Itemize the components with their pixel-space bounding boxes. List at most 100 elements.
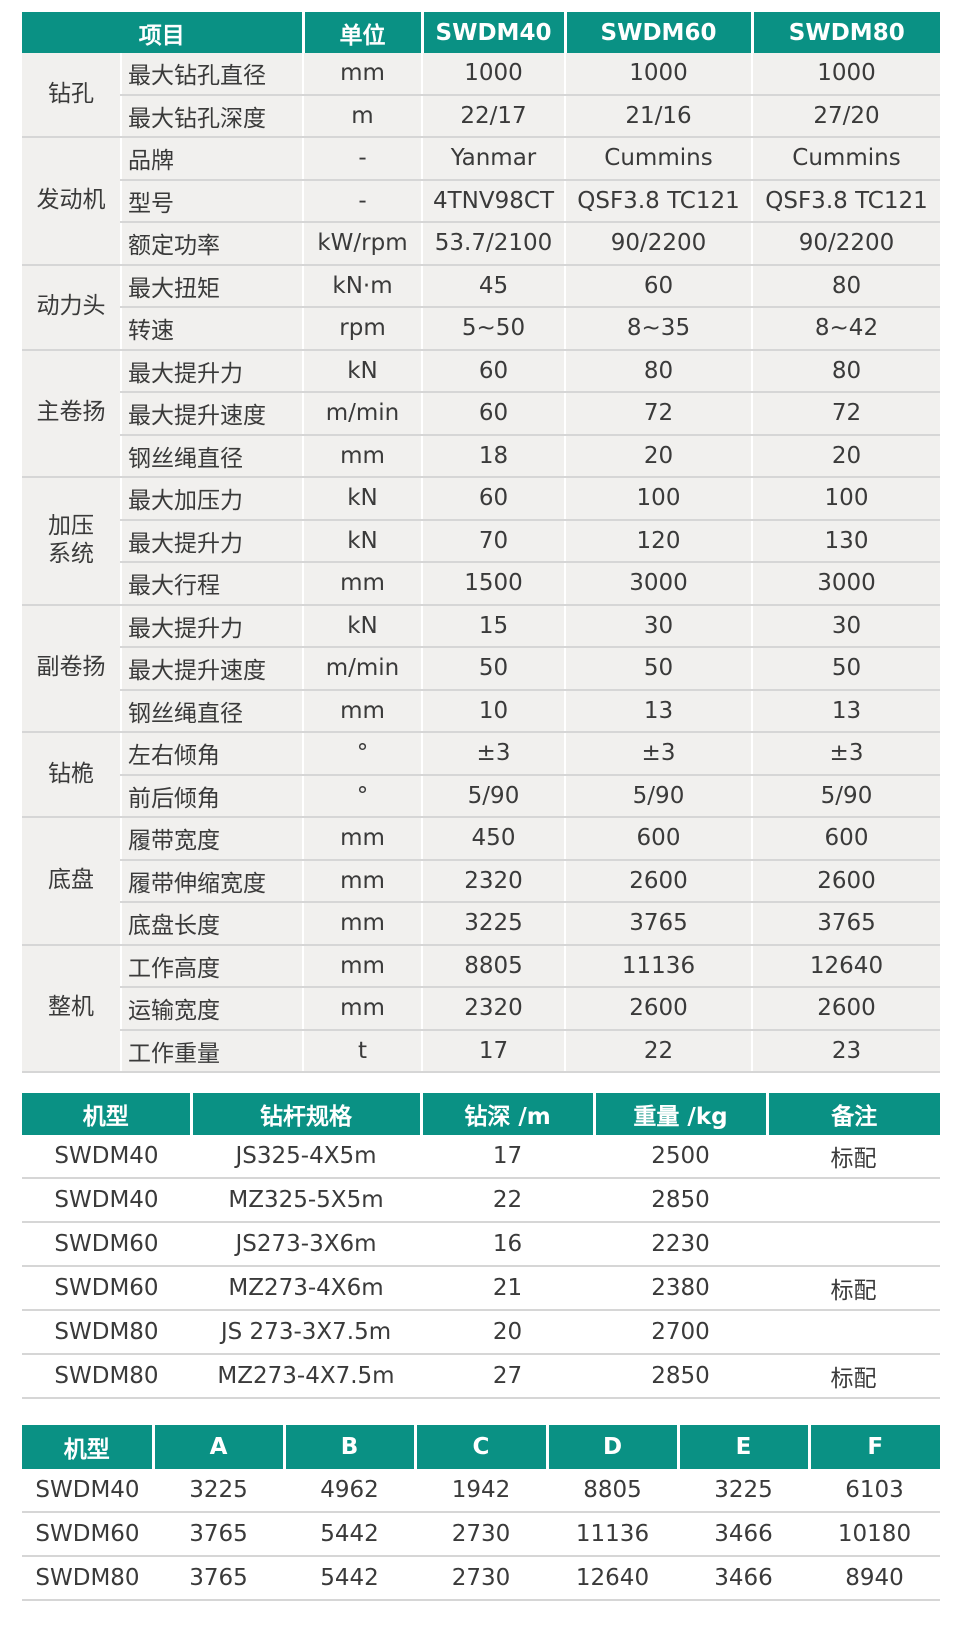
group-label: 整机 (22, 944, 121, 1073)
column-header: 机型 (22, 1093, 191, 1135)
table-cell: 钢丝绳直径 (120, 434, 303, 478)
table-cell: 11136 (547, 1512, 678, 1557)
table-cell: SWDM80 (22, 1556, 153, 1601)
table-cell: 72 (564, 392, 752, 436)
table-cell: 2320 (421, 859, 565, 903)
table-row: 整机 工作高度 mm 8805 11136 12640 (22, 944, 940, 1073)
table-row: SWDM60 3765 5442 2730 11136 3466 10180 (22, 1512, 940, 1557)
table-row: SWDM60 JS273-3X6m 16 2230 (22, 1222, 940, 1267)
table-row: 最大钻孔深度 m 22/17 21/16 27/20 (22, 94, 940, 138)
table-cell: 最大提升速度 (120, 392, 303, 436)
table-cell: 型号 (120, 179, 303, 223)
table-row: 运输宽度 mm 2320 2600 2600 (22, 987, 940, 1031)
table-row: 钢丝绳直径 mm 10 13 13 (22, 689, 940, 733)
dimension-table: 机型 A B C D E F SWDM40 3225 4962 1942 8805 3225 6103 SW… (22, 1425, 940, 1601)
table-cell: kN (302, 604, 422, 648)
column-header: SWDM60 (563, 12, 752, 53)
table-cell: MZ273-4X6m (191, 1266, 421, 1311)
table-row: SWDM40 3225 4962 1942 8805 3225 6103 (22, 1469, 940, 1513)
table-cell: 8805 (547, 1469, 678, 1513)
column-header: 机型 (22, 1425, 153, 1469)
table-row: 底盘长度 mm 3225 3765 3765 (22, 902, 940, 946)
table-cell (767, 1178, 940, 1223)
table-cell: SWDM60 (22, 1222, 191, 1267)
table-row: 钻桅 左右倾角 ° ±3 ±3 ±3 (22, 732, 940, 818)
table-cell: 标配 (767, 1354, 940, 1399)
table-cell: 53.7/2100 (421, 222, 565, 266)
table-cell: mm (302, 987, 422, 1031)
table-row: SWDM80 JS 273-3X7.5m 20 2700 (22, 1310, 940, 1355)
table-cell: - (302, 137, 422, 181)
table-cell: 100 (564, 477, 752, 521)
table-cell: m/min (302, 392, 422, 436)
table-cell: kN (302, 519, 422, 563)
table-row: 钻孔 最大钻孔直径 mm 1000 1000 1000 (22, 53, 940, 138)
table-cell: 4962 (284, 1469, 415, 1513)
table-row: SWDM80 MZ273-4X7.5m 27 2850 标配 (22, 1354, 940, 1399)
table-cell: 90/2200 (751, 222, 940, 266)
table-cell: 2600 (564, 987, 752, 1031)
group-label: 发动机 (22, 137, 121, 266)
table-cell: ±3 (421, 732, 565, 776)
table-row: 副卷扬 最大提升力 kN 15 30 30 (22, 604, 940, 733)
table-cell: mm (302, 434, 422, 478)
table-cell: 12640 (751, 944, 940, 988)
table-cell: mm (302, 53, 422, 96)
table-cell (767, 1310, 940, 1355)
table-cell: SWDM80 (22, 1354, 191, 1399)
table-cell: 运输宽度 (120, 987, 303, 1031)
table-row: 工作重量 t 17 22 23 (22, 1029, 940, 1073)
table-cell: 标配 (767, 1135, 940, 1179)
table-cell: Cummins (564, 137, 752, 181)
column-header: SWDM80 (750, 12, 940, 53)
column-header: 钻杆规格 (189, 1093, 421, 1135)
table-cell: 20 (564, 434, 752, 478)
table-cell: 2850 (594, 1178, 767, 1223)
table-cell: 前后倾角 (120, 774, 303, 818)
table-cell: 13 (751, 689, 940, 733)
table-cell: 50 (421, 647, 565, 691)
table-row: 发动机 品牌 - Yanmar Cummins Cummins (22, 137, 940, 266)
table-cell: QSF3.8 TC121 (751, 179, 940, 223)
table-cell: 底盘长度 (120, 902, 303, 946)
table-cell: ±3 (564, 732, 752, 776)
table-row: 最大提升力 kN 70 120 130 (22, 519, 940, 563)
table-cell: 3765 (564, 902, 752, 946)
table-cell: 2500 (594, 1135, 767, 1179)
table-cell: 21 (421, 1266, 594, 1311)
table-cell: ±3 (751, 732, 940, 776)
table-cell: 5~50 (421, 307, 565, 351)
table-cell: 3225 (153, 1469, 284, 1513)
table-cell: 50 (564, 647, 752, 691)
table-row: 钢丝绳直径 mm 18 20 20 (22, 434, 940, 478)
table-cell: 45 (421, 264, 565, 308)
table-cell: 600 (564, 817, 752, 861)
table-row: SWDM40 MZ325-5X5m 22 2850 (22, 1178, 940, 1223)
table-cell: mm (302, 562, 422, 606)
column-header: F (807, 1425, 940, 1469)
group-label: 副卷扬 (22, 604, 121, 733)
table-cell: QSF3.8 TC121 (564, 179, 752, 223)
table-cell: kN·m (302, 264, 422, 308)
table-cell: mm (302, 902, 422, 946)
table-cell: mm (302, 944, 422, 988)
table-cell: 最大提升力 (120, 604, 303, 648)
table-cell: 60 (421, 392, 565, 436)
group-label: 钻孔 (22, 53, 121, 138)
table-cell: 6103 (809, 1469, 940, 1513)
table-cell: 17 (421, 1135, 594, 1179)
column-header: C (413, 1425, 547, 1469)
table-cell: 20 (751, 434, 940, 478)
table-cell: 600 (751, 817, 940, 861)
table-cell: 1500 (421, 562, 565, 606)
table-cell: 22 (421, 1178, 594, 1223)
table-cell: 4TNV98CT (421, 179, 565, 223)
table-row: 最大行程 mm 1500 3000 3000 (22, 562, 940, 606)
table-cell: 最大钻孔直径 (120, 53, 303, 96)
table-cell: 最大提升力 (120, 519, 303, 563)
table-cell: 30 (564, 604, 752, 648)
table-cell: 最大扭矩 (120, 264, 303, 308)
column-header: 重量 /kg (592, 1093, 767, 1135)
drill-rod-table: 机型 钻杆规格 钻深 /m 重量 /kg 备注 SWDM40 JS325-4X5m 17 250… (22, 1093, 940, 1399)
table-cell: 额定功率 (120, 222, 303, 266)
